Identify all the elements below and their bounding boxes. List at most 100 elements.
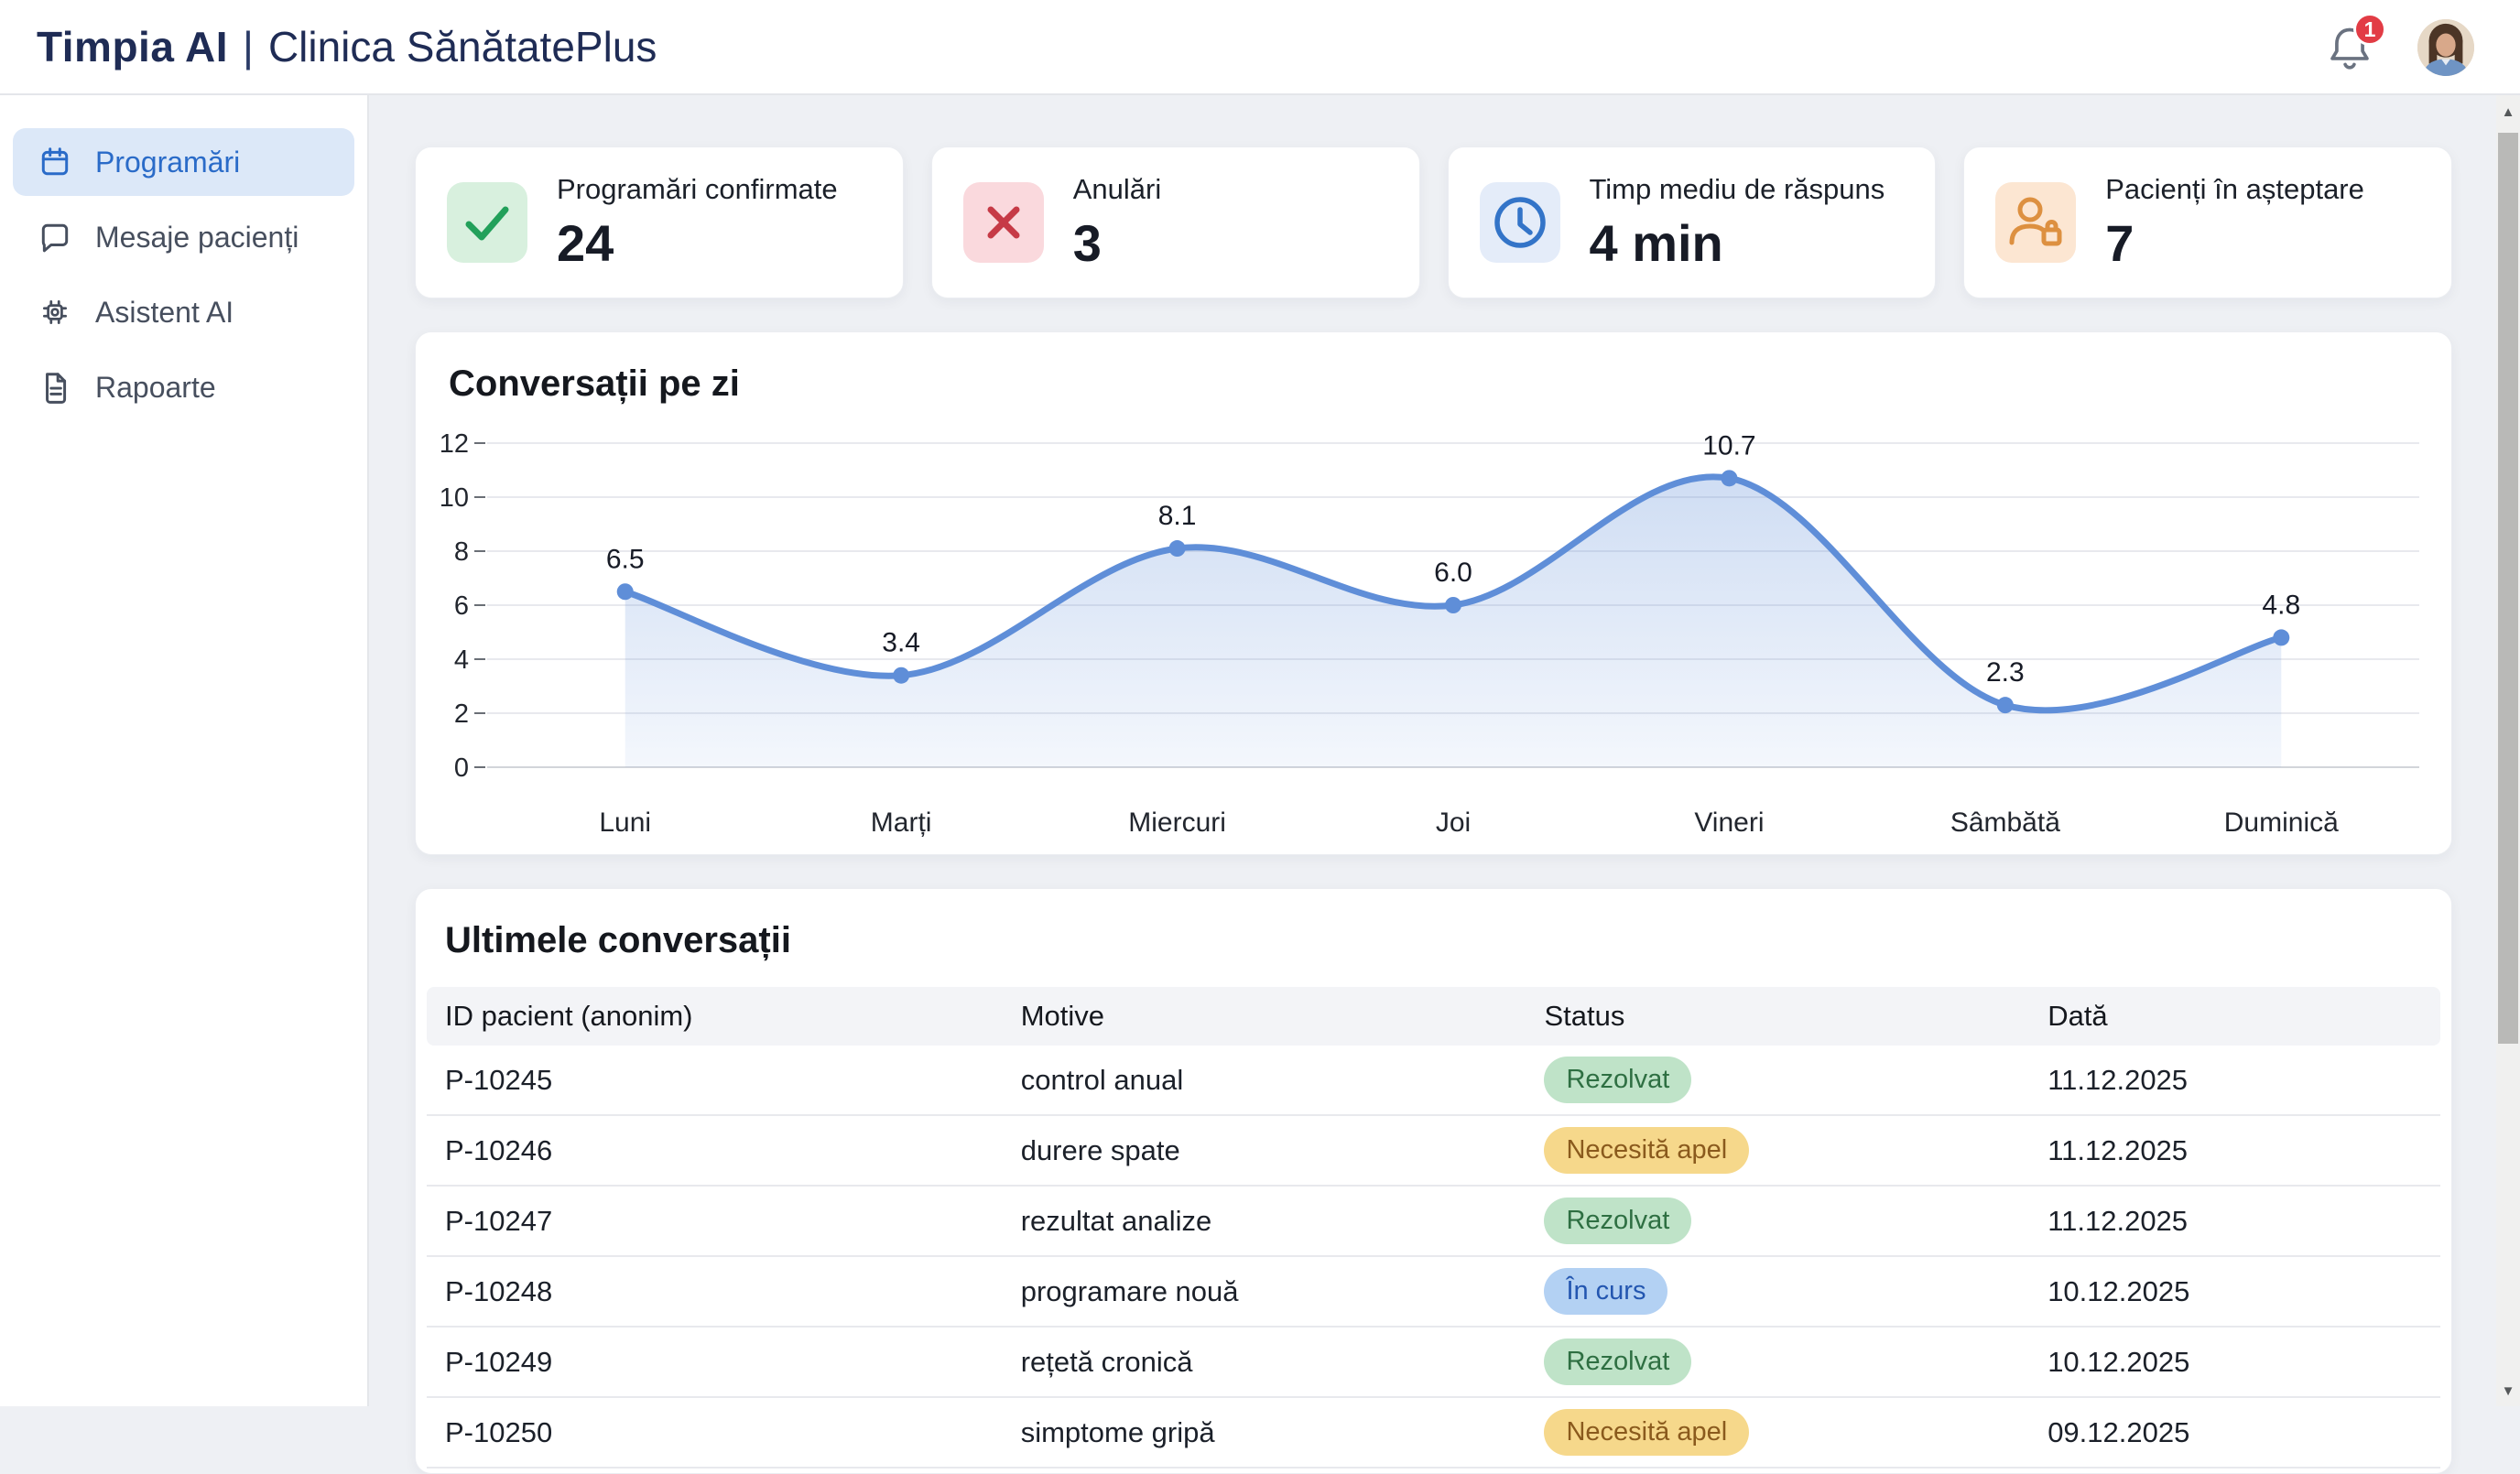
status-badge: Necesită apel — [1544, 1126, 1750, 1175]
stat-label: Timp mediu de răspuns — [1589, 172, 1885, 205]
column-header-id: ID pacient (anonim) — [445, 1000, 693, 1032]
status-badge: Rezolvat — [1544, 1197, 1692, 1245]
clinic-name: Clinica SănătatePlus — [267, 23, 657, 70]
app-title: Timpia AI | Clinica SănătatePlus — [37, 22, 657, 71]
scrollbar-down-arrow[interactable]: ▼ — [2501, 1383, 2515, 1399]
svg-text:Joi: Joi — [1436, 807, 1471, 838]
ai-icon — [38, 296, 71, 329]
scrollbar-up-arrow[interactable]: ▲ — [2501, 104, 2515, 120]
date-cell: 11.12.2025 — [2048, 1133, 2189, 1166]
table-row[interactable]: P-10250 simptome gripă Necesită apel 09.… — [427, 1398, 2440, 1469]
latest-conversations-card: Ultimele conversații ID pacient (anonim)… — [415, 888, 2452, 1474]
report-icon — [38, 371, 71, 404]
stat-value: 24 — [557, 213, 614, 272]
sidebar-item-label: Asistent AI — [95, 295, 234, 329]
patient-id: P-10248 — [445, 1274, 553, 1307]
sidebar-item-mesaje[interactable]: Mesaje pacienți — [13, 203, 354, 271]
patient-id: P-10245 — [445, 1063, 553, 1096]
chat-icon — [38, 221, 71, 254]
status-badge: Rezolvat — [1544, 1338, 1692, 1386]
svg-text:6.5: 6.5 — [606, 544, 645, 574]
person-lock-icon — [1995, 182, 2077, 263]
notifications-button[interactable]: 1 — [2326, 13, 2386, 73]
stat-cards-row: Programări confirmate 24 Anulări 3 — [415, 146, 2452, 298]
svg-text:Sâmbătă: Sâmbătă — [1950, 807, 2060, 838]
user-avatar[interactable] — [2417, 19, 2474, 76]
stat-label: Anulări — [1072, 172, 1162, 205]
sidebar-item-label: Mesaje pacienți — [95, 220, 299, 254]
stat-value: 3 — [1072, 213, 1102, 272]
conversations-line-chart: 0 2 4 6 8 10 12 Luni Marți Miercuri Joi Vineri Sâmbă… — [440, 429, 2419, 838]
motive-cell: rezultat analize — [1020, 1204, 1212, 1237]
sidebar-item-asistent-ai[interactable]: Asistent AI — [13, 278, 354, 346]
svg-text:12: 12 — [441, 429, 469, 459]
stat-label: Pacienți în așteptare — [2105, 172, 2364, 205]
motive-cell: programare nouă — [1020, 1274, 1239, 1307]
svg-text:Luni: Luni — [599, 807, 651, 838]
sidebar-item-rapoarte[interactable]: Rapoarte — [13, 353, 354, 421]
patient-id: P-10249 — [445, 1345, 553, 1378]
svg-text:Vineri: Vineri — [1694, 807, 1764, 838]
table-row[interactable]: P-10246 durere spate Necesită apel 11.12… — [427, 1116, 2440, 1187]
svg-text:3.4: 3.4 — [882, 628, 920, 658]
column-header-date: Dată — [2048, 1000, 2108, 1032]
sidebar-item-label: Programări — [95, 145, 241, 179]
calendar-icon — [38, 146, 71, 179]
notification-count-badge: 1 — [2353, 13, 2386, 46]
sidebar-item-label: Rapoarte — [95, 370, 216, 404]
svg-text:0: 0 — [454, 753, 469, 783]
svg-text:4.8: 4.8 — [2262, 590, 2300, 620]
svg-text:Duminică: Duminică — [2224, 807, 2339, 838]
stat-card-cancellations: Anulări 3 — [930, 146, 1420, 298]
table-row[interactable]: P-10247 rezultat analize Rezolvat 11.12.… — [427, 1187, 2440, 1257]
stat-card-response-time: Timp mediu de răspuns 4 min — [1447, 146, 1937, 298]
vertical-scrollbar[interactable]: ▲ ▼ — [2496, 95, 2520, 1406]
status-badge: Necesită apel — [1544, 1408, 1750, 1457]
svg-text:6.0: 6.0 — [1434, 558, 1472, 588]
patient-id: P-10250 — [445, 1415, 553, 1448]
sidebar: Programări Mesaje pacienți Asistent AI — [0, 95, 369, 1406]
svg-text:6: 6 — [454, 591, 469, 621]
stat-value: 7 — [2105, 213, 2134, 272]
svg-text:Marți: Marți — [871, 807, 932, 838]
date-cell: 10.12.2025 — [2048, 1274, 2190, 1307]
status-badge: Rezolvat — [1544, 1056, 1692, 1104]
patient-id: P-10246 — [445, 1133, 553, 1166]
patient-id: P-10247 — [445, 1204, 553, 1237]
svg-text:10: 10 — [441, 483, 469, 513]
date-cell: 11.12.2025 — [2048, 1063, 2189, 1096]
motive-cell: durere spate — [1020, 1133, 1180, 1166]
svg-text:2: 2 — [454, 699, 469, 729]
stat-value: 4 min — [1589, 213, 1723, 272]
table-row[interactable]: P-10249 rețetă cronică Rezolvat 10.12.20… — [427, 1328, 2440, 1398]
date-cell: 11.12.2025 — [2048, 1204, 2189, 1237]
table-row[interactable]: P-10245 control anual Rezolvat 11.12.202… — [427, 1046, 2440, 1116]
stat-card-confirmed: Programări confirmate 24 — [415, 146, 904, 298]
motive-cell: rețetă cronică — [1020, 1345, 1193, 1378]
svg-text:10.7: 10.7 — [1702, 430, 1755, 461]
svg-text:2.3: 2.3 — [1986, 657, 2025, 688]
title-separator: | — [242, 23, 254, 70]
svg-text:8: 8 — [454, 537, 469, 567]
column-header-motive: Motive — [1020, 1000, 1105, 1032]
column-header-status: Status — [1544, 1000, 1625, 1032]
stat-card-waiting-patients: Pacienți în așteptare 7 — [1963, 146, 2452, 298]
date-cell: 09.12.2025 — [2048, 1415, 2190, 1448]
date-cell: 10.12.2025 — [2048, 1345, 2190, 1378]
table-title: Ultimele conversații — [445, 920, 791, 960]
table-header-row: ID pacient (anonim) Motive Status Dată — [427, 987, 2440, 1046]
svg-text:8.1: 8.1 — [1158, 501, 1197, 531]
svg-text:Miercuri: Miercuri — [1128, 807, 1226, 838]
check-icon — [447, 182, 527, 263]
bell-icon — [2326, 27, 2373, 77]
sidebar-item-programari[interactable]: Programări — [13, 128, 354, 196]
stat-label: Programări confirmate — [557, 172, 838, 205]
app-header: Timpia AI | Clinica SănătatePlus 1 — [0, 0, 2520, 95]
main-content: Programări confirmate 24 Anulări 3 — [369, 95, 2496, 1474]
status-badge: În curs — [1544, 1267, 1668, 1316]
brand-name: Timpia AI — [37, 23, 228, 70]
table-row[interactable]: P-10248 programare nouă În curs 10.12.20… — [427, 1257, 2440, 1328]
x-icon — [962, 182, 1044, 263]
scrollbar-thumb[interactable] — [2498, 133, 2518, 1044]
chart-title: Conversații pe zi — [449, 363, 740, 404]
